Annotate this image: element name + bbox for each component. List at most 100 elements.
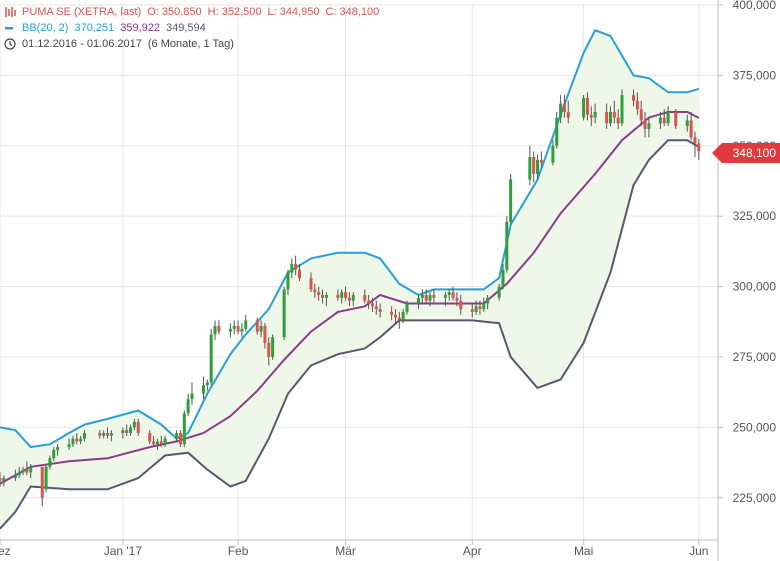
- candle: [474, 300, 478, 315]
- candle: [451, 286, 455, 301]
- candle: [532, 151, 536, 183]
- candle: [417, 295, 421, 310]
- candle: [486, 295, 490, 310]
- y-tick-label: 400,000: [733, 0, 777, 12]
- candle: [271, 334, 275, 360]
- candle: [25, 461, 29, 476]
- candle: [324, 292, 328, 307]
- candle-body: [505, 221, 509, 270]
- candle: [347, 292, 351, 307]
- candle: [297, 264, 301, 281]
- candle-body: [509, 179, 513, 222]
- candle: [459, 295, 463, 315]
- candle: [321, 289, 325, 304]
- candle-body: [478, 306, 482, 310]
- candle: [470, 303, 474, 318]
- candle-body: [309, 278, 313, 290]
- candle: [29, 463, 33, 479]
- candle-body: [209, 334, 213, 383]
- candle: [178, 430, 182, 448]
- candle-body: [363, 295, 367, 301]
- candle: [432, 289, 436, 304]
- candle: [405, 300, 409, 315]
- legend-period: 01.12.2016 - 01.06.2017: [22, 38, 142, 50]
- candle: [693, 131, 697, 158]
- candle: [509, 173, 513, 225]
- candle: [309, 272, 313, 293]
- candle-body: [593, 112, 597, 118]
- candle: [255, 317, 259, 335]
- candle-body: [639, 109, 643, 121]
- candle-body: [390, 311, 394, 315]
- candle-body: [689, 120, 693, 138]
- legend-high: H: 352,500: [207, 6, 262, 18]
- candle: [244, 314, 248, 332]
- candle-body: [82, 433, 86, 439]
- candle-body: [697, 143, 701, 152]
- legend-period-detail: (6 Monate, 1 Tag): [147, 38, 234, 50]
- candle: [205, 379, 209, 391]
- candle-body: [67, 444, 71, 448]
- candle: [294, 255, 298, 276]
- candle: [213, 320, 217, 341]
- candle: [351, 292, 355, 307]
- candle-body: [121, 430, 125, 433]
- candle: [56, 444, 60, 456]
- candle-body: [455, 297, 459, 301]
- candle-body: [205, 382, 209, 386]
- x-tick-label: Feb: [228, 544, 249, 558]
- candle: [259, 320, 263, 338]
- candle-body: [102, 433, 106, 436]
- candle-body: [0, 478, 2, 481]
- candle-body: [71, 438, 75, 445]
- candle-body: [159, 441, 163, 445]
- candle: [163, 435, 167, 448]
- candle: [48, 455, 52, 470]
- candle-body: [182, 413, 186, 445]
- candle: [501, 264, 505, 290]
- candle-body: [351, 295, 355, 301]
- candle: [79, 435, 83, 445]
- candle: [585, 92, 589, 121]
- candle: [658, 112, 662, 129]
- candle-body: [48, 458, 52, 467]
- candle: [612, 100, 616, 124]
- candle-body: [136, 421, 140, 433]
- candle-body: [313, 289, 317, 293]
- candle-body: [612, 112, 616, 118]
- candle: [340, 289, 344, 304]
- candle: [555, 112, 559, 149]
- candle: [620, 89, 624, 127]
- candle: [148, 430, 152, 445]
- candle: [428, 292, 432, 307]
- candle-body: [148, 433, 152, 442]
- candle-body: [347, 297, 351, 301]
- candle: [370, 297, 374, 312]
- candle-body: [674, 112, 678, 127]
- candle: [397, 311, 401, 329]
- candle: [497, 283, 501, 301]
- candle-body: [232, 326, 236, 329]
- candle-body: [56, 447, 60, 450]
- candle: [662, 109, 666, 127]
- candle: [643, 112, 647, 138]
- bollinger-band-fill: [0, 30, 699, 529]
- candle-body: [201, 385, 205, 394]
- candle: [217, 320, 221, 335]
- candle: [52, 447, 56, 462]
- candle: [228, 323, 232, 338]
- candle: [236, 320, 240, 335]
- candle: [344, 286, 348, 301]
- candle: [290, 258, 294, 279]
- candle: [190, 382, 194, 405]
- candle-body: [616, 117, 620, 124]
- candle-body: [608, 112, 612, 124]
- candle: [263, 323, 267, 349]
- candle: [562, 95, 566, 118]
- y-tick-label: 225,000: [733, 491, 777, 505]
- candle: [240, 323, 244, 338]
- candle-body: [401, 311, 405, 321]
- candle-body: [470, 309, 474, 312]
- candle: [40, 466, 44, 507]
- legend: PUMA SE (XETRA, last) O: 350,850 H: 352,…: [4, 4, 385, 52]
